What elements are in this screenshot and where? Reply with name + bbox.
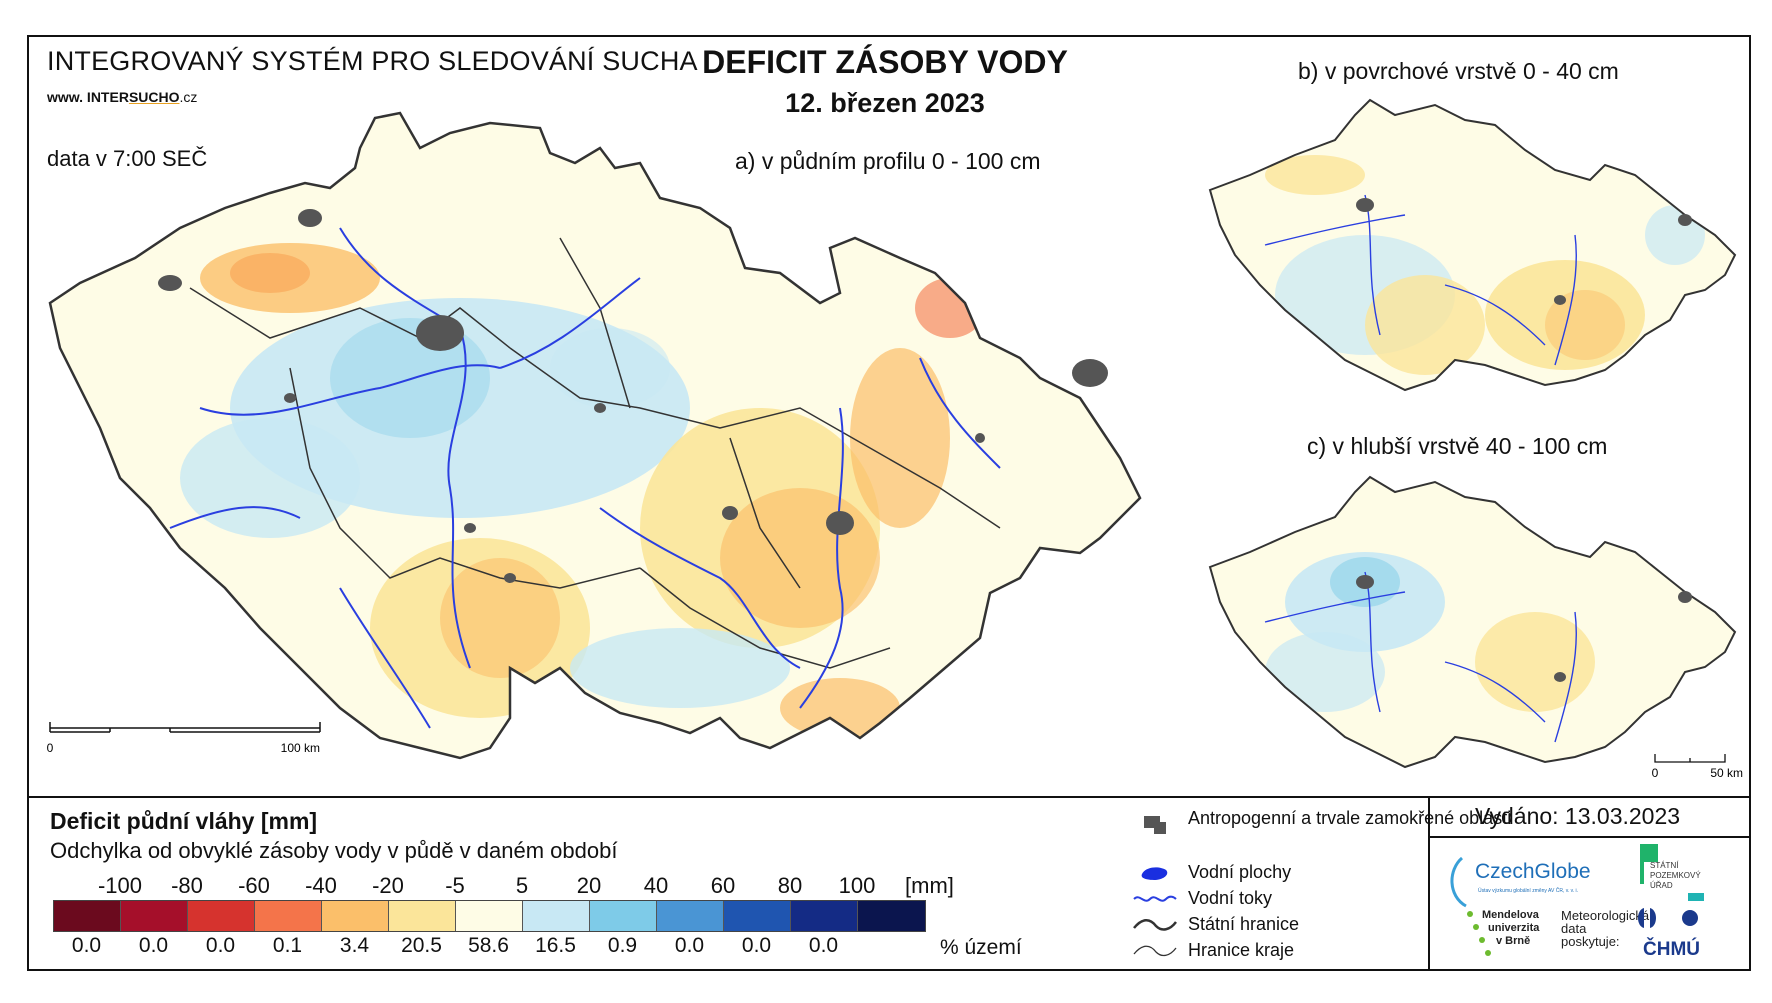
spu-line1: STÁTNÍ <box>1650 861 1679 870</box>
legend-percent-value: 58.6 <box>468 934 509 957</box>
legend-tick-label: -100 <box>97 873 143 898</box>
surface-map-label: b) v povrchové vrstvě 0 - 40 cm <box>1298 58 1619 84</box>
main-deficit-map <box>48 111 1142 760</box>
page-title: DEFICIT ZÁSOBY VODY <box>702 44 1068 80</box>
deep-map-label: c) v hlubší vrstvě 40 - 100 cm <box>1307 433 1608 459</box>
legend-percent-value: 3.4 <box>339 934 370 957</box>
chmu-logo: ČHMÚ <box>1643 938 1700 960</box>
map-frame <box>27 35 1751 971</box>
main-scale-end: 100 km <box>281 741 320 755</box>
czechglobe-logo: CzechGlobe <box>1475 860 1591 883</box>
river-icon <box>1133 895 1177 902</box>
state-border-icon <box>1133 919 1177 931</box>
legend-color-cell <box>724 901 791 931</box>
main-scale-start: 0 <box>47 741 54 755</box>
issued-divider <box>1428 836 1751 838</box>
legend-percent-value: 16.5 <box>535 934 576 957</box>
water-body-icon <box>1141 867 1168 880</box>
legend-percent-value: 0.0 <box>808 934 839 957</box>
spu-line2: POZEMKOVÝ <box>1650 871 1701 880</box>
legend-color-cell <box>121 901 188 931</box>
issued-date: Vydáno: 13.03.2023 <box>1475 803 1681 829</box>
deep-layer-map <box>1208 475 1737 769</box>
legend-tick-label: 60 <box>710 873 736 898</box>
legend-tick-label: 5 <box>515 873 529 898</box>
legend-color-cell <box>858 901 925 931</box>
symbol-urban-label: Antropogenní a trvale zamokřené oblasti <box>1188 808 1512 828</box>
symbol-state-border-label: Státní hranice <box>1188 914 1300 934</box>
legend-color-cell <box>188 901 255 931</box>
small-scale-end: 50 km <box>1710 766 1743 780</box>
region-border-icon <box>1133 945 1177 957</box>
legend-tick-label: -60 <box>238 873 270 898</box>
main-scale-bar: 0 100 km <box>47 722 321 755</box>
spu-line3: ÚŘAD <box>1650 881 1673 890</box>
meteo-line1: Meteorologická <box>1561 908 1650 923</box>
meteo-line2: data <box>1561 921 1587 936</box>
legend-percent-value: 0.0 <box>205 934 236 957</box>
legend-tick-label: -20 <box>372 873 404 898</box>
legend-color-cell <box>54 901 121 931</box>
partner-logos: CzechGlobe Ústav výzkumu globální změny … <box>1450 844 1704 960</box>
legend-color-cell <box>322 901 389 931</box>
system-title: INTEGROVANÝ SYSTÉM PRO SLEDOVÁNÍ SUCHA <box>47 46 698 76</box>
legend-unit: [mm] <box>905 873 954 898</box>
mendel-line1: Mendelova <box>1482 909 1540 921</box>
legend-percent-value: 20.5 <box>401 934 442 957</box>
legend-title: Deficit půdní vláhy [mm] <box>50 808 318 834</box>
symbol-river-label: Vodní toky <box>1188 888 1273 908</box>
meteo-line3: poskytuje: <box>1561 934 1620 949</box>
symbol-region-border-label: Hranice kraje <box>1188 940 1295 960</box>
legend-color-cell <box>456 901 523 931</box>
mendel-line3: v Brně <box>1496 935 1530 947</box>
legend-tick-label: 80 <box>777 873 803 898</box>
legend-color-cell <box>255 901 322 931</box>
main-map-label: a) v půdním profilu 0 - 100 cm <box>735 148 1041 174</box>
legend-color-cell <box>657 901 724 931</box>
legend-tick-label: 100 <box>838 873 876 898</box>
czechglobe-subtitle: Ústav výzkumu globální změny AV ČR, v. v… <box>1478 887 1578 894</box>
percent-label: % území <box>940 936 1022 959</box>
legend-percent-value: 0.0 <box>674 934 705 957</box>
symbol-water-label: Vodní plochy <box>1188 862 1292 882</box>
legend-color-bar <box>53 900 926 932</box>
page-date: 12. březen 2023 <box>785 88 985 118</box>
legend-percent-value: 0.1 <box>272 934 303 957</box>
legend-color-cell <box>590 901 657 931</box>
legend-subtitle: Odchylka od obvyklé zásoby vody v půdě v… <box>50 838 618 863</box>
legend-color-cell <box>523 901 590 931</box>
legend-color-cell <box>389 901 456 931</box>
legend-tick-label: 40 <box>643 873 669 898</box>
surface-layer-map <box>1208 98 1737 392</box>
small-scale-start: 0 <box>1652 766 1659 780</box>
mendel-line2: univerzita <box>1488 922 1540 934</box>
legend-percent-value: 0.0 <box>138 934 169 957</box>
legend-percent-value: 0.0 <box>71 934 102 957</box>
data-time: data v 7:00 SEČ <box>47 146 208 171</box>
legend-percent-value: 0.9 <box>607 934 638 957</box>
website-link[interactable]: www. INTERSUCHO.cz <box>47 89 198 105</box>
legend-color-cell <box>791 901 858 931</box>
legend-tick-label: 20 <box>576 873 602 898</box>
legend-tick-label: -80 <box>171 873 203 898</box>
legend-tick-label: -5 <box>445 873 465 898</box>
legend-tick-label: -40 <box>305 873 337 898</box>
legend-percent-value: 0.0 <box>741 934 772 957</box>
urban-area-icon <box>1144 816 1166 834</box>
logo-panel-divider <box>1428 796 1430 971</box>
legend-divider <box>27 796 1751 798</box>
small-scale-bar: 0 50 km <box>1652 754 1743 780</box>
